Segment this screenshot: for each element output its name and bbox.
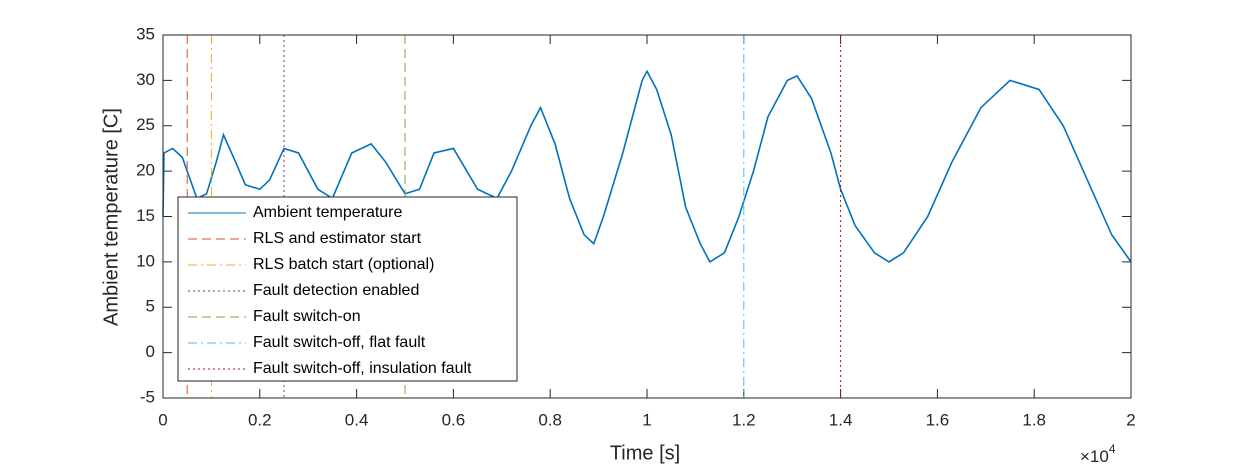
y-tick-label: 5: [146, 297, 155, 316]
x-tick-label: 0.2: [248, 410, 272, 429]
y-tick-label: -5: [140, 387, 155, 406]
legend-label: Fault switch-off, insulation fault: [253, 360, 472, 377]
legend-label: Ambient temperature: [253, 204, 403, 221]
x-tick-label: 2: [1126, 410, 1135, 429]
y-tick-label: 0: [146, 342, 155, 361]
y-tick-label: 35: [136, 24, 155, 43]
legend-label: Fault switch-off, flat fault: [253, 334, 426, 351]
legend-label: RLS and estimator start: [253, 230, 422, 247]
plot-frame: [162, 34, 1132, 399]
x-tick-label: 0.4: [345, 410, 369, 429]
x-tick-label: 1.4: [829, 410, 853, 429]
y-tick-label: 15: [136, 206, 155, 225]
legend-box: [177, 196, 518, 382]
legend-label: Fault detection enabled: [253, 282, 419, 299]
y-axis-label: Ambient temperature [C]: [100, 108, 122, 326]
x-multiplier-exponent: 4: [1109, 442, 1116, 456]
x-tick-label: 0.6: [442, 410, 466, 429]
y-tick-label: 30: [136, 70, 155, 89]
y-tick-label: 25: [136, 115, 155, 134]
legend-label: RLS batch start (optional): [253, 256, 434, 273]
x-tick-label: 0.8: [538, 410, 562, 429]
x-multiplier-base: ×10: [1080, 447, 1109, 466]
x-axis-label: Time [s]: [610, 442, 680, 464]
x-tick-label: 1: [642, 410, 651, 429]
x-tick-label: 0: [158, 410, 167, 429]
x-tick-label: 1.6: [926, 410, 950, 429]
x-tick-label: 1.2: [732, 410, 756, 429]
y-tick-label: 20: [136, 161, 155, 180]
x-multiplier: ×104: [1080, 442, 1116, 466]
data-line: [162, 69, 1132, 264]
y-tick-label: 10: [136, 251, 155, 270]
x-tick-label: 1.8: [1022, 410, 1046, 429]
legend-label: Fault switch-on: [253, 308, 361, 325]
